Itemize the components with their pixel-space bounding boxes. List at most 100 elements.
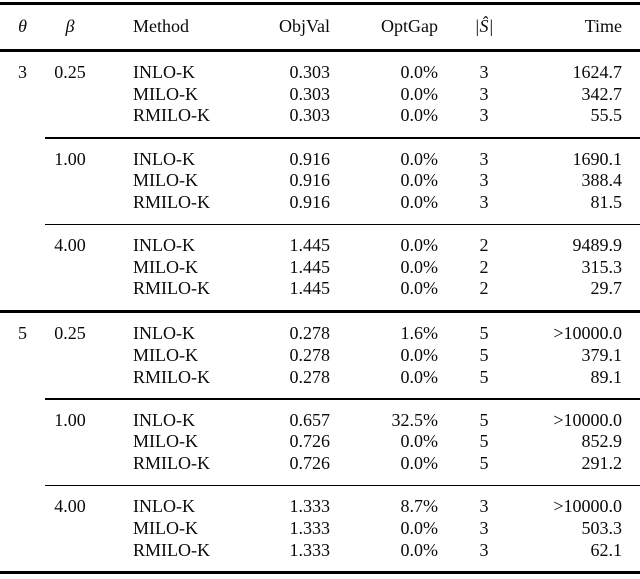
cell-objval: 0.657 <box>289 409 331 430</box>
table-row: RMILO-K 1.333 0.0% 3 62.1 <box>0 540 640 562</box>
table-row: 3 0.25 INLO-K 0.303 0.0% 3 1624.7 <box>0 62 640 84</box>
cell-s: 3 <box>479 539 489 560</box>
cell-optgap: 0.0% <box>400 539 439 560</box>
table-row: 5 0.25 INLO-K 0.278 1.6% 5 >10000.0 <box>0 323 640 345</box>
cell-optgap: 0.0% <box>400 62 439 82</box>
cell-s: 3 <box>479 62 489 82</box>
cell-time: >10000.0 <box>553 323 622 344</box>
cell-optgap: 0.0% <box>400 344 439 365</box>
bottom-rule <box>0 571 640 575</box>
mid-rule <box>45 137 640 139</box>
cell-optgap: 0.0% <box>400 256 439 277</box>
cell-optgap: 0.0% <box>400 105 439 126</box>
table-row: RMILO-K 0.916 0.0% 3 81.5 <box>0 192 640 214</box>
table-row: MILO-K 0.303 0.0% 3 342.7 <box>0 84 640 106</box>
header-method: Method <box>133 16 189 37</box>
cell-time: 1690.1 <box>572 148 623 169</box>
cell-method: RMILO-K <box>133 278 210 299</box>
cell-time: 89.1 <box>590 366 623 387</box>
table-row: 4.00 INLO-K 1.333 8.7% 3 >10000.0 <box>0 496 640 518</box>
cell-s: 2 <box>479 235 489 255</box>
cell-optgap: 0.0% <box>400 235 439 255</box>
cell-beta: 4.00 <box>54 235 86 255</box>
cell-beta: 4.00 <box>54 496 86 517</box>
cell-objval: 0.303 <box>289 83 331 104</box>
cell-optgap: 8.7% <box>400 496 439 517</box>
cell-optgap: 0.0% <box>400 278 439 299</box>
header-theta: θ <box>18 16 27 37</box>
cell-s: 5 <box>479 323 489 344</box>
cell-method: INLO-K <box>133 323 195 344</box>
cell-optgap: 0.0% <box>400 148 439 169</box>
cell-s: 3 <box>479 170 489 191</box>
cell-objval: 1.333 <box>289 539 331 560</box>
cell-method: MILO-K <box>133 256 198 277</box>
cell-objval: 0.916 <box>289 191 331 212</box>
cell-method: RMILO-K <box>133 105 210 126</box>
table-row: 1.00 INLO-K 0.657 32.5% 5 >10000.0 <box>0 410 640 432</box>
cell-optgap: 32.5% <box>391 409 439 430</box>
cell-s: 5 <box>479 344 489 365</box>
table-row: 1.00 INLO-K 0.916 0.0% 3 1690.1 <box>0 149 640 171</box>
table-row: MILO-K 0.916 0.0% 3 388.4 <box>0 170 640 192</box>
table-row: MILO-K 1.333 0.0% 3 503.3 <box>0 518 640 540</box>
cell-time: 81.5 <box>590 191 623 212</box>
cell-objval: 0.278 <box>289 323 331 344</box>
cell-objval: 1.445 <box>289 256 331 277</box>
cell-method: INLO-K <box>133 148 195 169</box>
cell-s: 5 <box>479 453 489 474</box>
cell-s: 3 <box>479 517 489 538</box>
cell-time: 342.7 <box>581 83 623 104</box>
cell-method: INLO-K <box>133 409 195 430</box>
cell-time: 1624.7 <box>572 62 623 82</box>
header-objval: ObjVal <box>279 16 330 37</box>
cell-time: 379.1 <box>581 344 623 365</box>
cell-method: MILO-K <box>133 83 198 104</box>
header-optgap: OptGap <box>381 16 438 37</box>
mid-rule <box>45 398 640 400</box>
cell-time: 388.4 <box>581 170 623 191</box>
cell-optgap: 0.0% <box>400 453 439 474</box>
cell-s: 5 <box>479 431 489 452</box>
table-row: 4.00 INLO-K 1.445 0.0% 2 9489.9 <box>0 235 640 257</box>
cell-theta: 5 <box>18 323 27 344</box>
cell-s: 3 <box>479 105 489 126</box>
cell-optgap: 0.0% <box>400 431 439 452</box>
cell-objval: 1.333 <box>289 496 331 517</box>
cell-s: 3 <box>479 148 489 169</box>
table-header-row: θ β Method ObjVal OptGap |Ŝ| Time <box>0 5 640 49</box>
cell-beta: 1.00 <box>54 148 86 169</box>
cell-time: 55.5 <box>590 105 623 126</box>
cell-method: MILO-K <box>133 431 198 452</box>
cell-s: 3 <box>479 83 489 104</box>
cell-method: INLO-K <box>133 235 195 255</box>
table-row: RMILO-K 0.726 0.0% 5 291.2 <box>0 453 640 475</box>
header-beta: β <box>65 16 75 37</box>
cell-optgap: 0.0% <box>400 83 439 104</box>
cell-objval: 0.278 <box>289 366 331 387</box>
cell-method: RMILO-K <box>133 453 210 474</box>
block-theta5-beta100: 1.00 INLO-K 0.657 32.5% 5 >10000.0 MILO-… <box>0 400 640 485</box>
cell-beta: 0.25 <box>54 62 86 82</box>
mid-rule <box>45 484 640 487</box>
cell-optgap: 0.0% <box>400 366 439 387</box>
cell-method: RMILO-K <box>133 539 210 560</box>
cell-method: INLO-K <box>133 496 195 517</box>
cell-method: INLO-K <box>133 62 195 82</box>
cell-method: MILO-K <box>133 344 198 365</box>
header-s-hat: |Ŝ| <box>474 16 494 37</box>
cell-method: MILO-K <box>133 170 198 191</box>
cell-s: 5 <box>479 366 489 387</box>
cell-time: >10000.0 <box>553 409 622 430</box>
cell-time: 315.3 <box>581 256 623 277</box>
block-theta3-beta025: 3 0.25 INLO-K 0.303 0.0% 3 1624.7 MILO-K… <box>0 52 640 137</box>
cell-method: RMILO-K <box>133 191 210 212</box>
block-theta3-beta400: 4.00 INLO-K 1.445 0.0% 2 9489.9 MILO-K 1… <box>0 225 640 310</box>
cell-s: 2 <box>479 256 489 277</box>
cell-time: 62.1 <box>590 539 623 560</box>
cell-method: MILO-K <box>133 517 198 538</box>
cell-optgap: 0.0% <box>400 191 439 212</box>
mid-rule <box>45 223 640 225</box>
cell-time: >10000.0 <box>553 496 622 517</box>
